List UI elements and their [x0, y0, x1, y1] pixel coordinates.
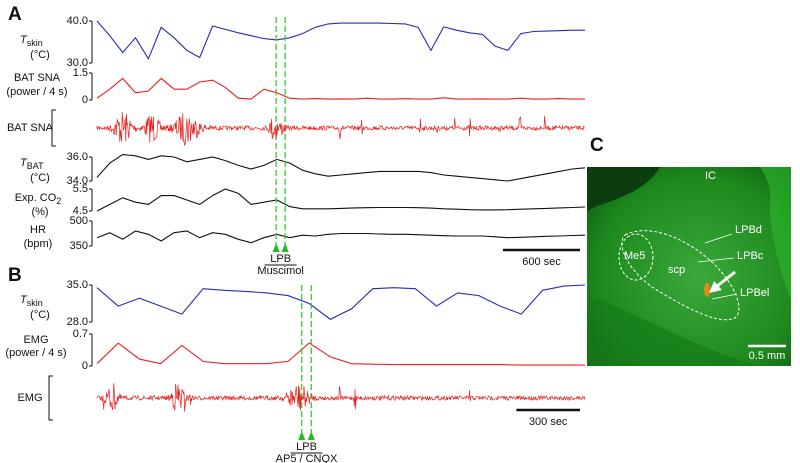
- label-main: Exp. CO: [15, 192, 57, 204]
- y-tick-label: 1.5: [73, 67, 88, 79]
- axis-label: Tskin: [20, 34, 43, 48]
- trace: [96, 188, 586, 212]
- axis-unit: (power / 4 s): [6, 86, 67, 98]
- trace: [96, 284, 586, 320]
- raw-trace: [96, 383, 586, 412]
- scale-label: 600 sec: [522, 256, 561, 268]
- scp-outline: [621, 230, 740, 321]
- label-main: HR: [30, 224, 46, 236]
- event-label: Muscimol: [257, 265, 303, 277]
- trace: [96, 20, 585, 61]
- axis-unit: (°C): [30, 172, 50, 184]
- axis-unit: (°C): [30, 309, 50, 321]
- label-sub: skin: [27, 38, 43, 48]
- bracket: [48, 375, 53, 421]
- y-tick-label: 40.0: [67, 15, 88, 27]
- bracket: [51, 109, 56, 147]
- dark-region: [587, 300, 760, 366]
- event-marker: [281, 243, 289, 252]
- label-main: EMG: [23, 334, 48, 346]
- label-main: BAT SNA: [14, 72, 61, 84]
- raw-label: BAT SNA: [7, 122, 54, 134]
- y-tick-label: 350: [70, 240, 88, 252]
- y-tick-label: 35.0: [67, 279, 88, 291]
- arrow: [715, 270, 736, 289]
- axis-label: BAT SNA: [14, 72, 61, 84]
- label-sub: BAT: [27, 161, 44, 171]
- axis-unit: (power / 4 s): [5, 347, 66, 359]
- axis-label: TBAT: [20, 157, 44, 171]
- y-tick-label: 28.0: [67, 316, 88, 328]
- label-sub: 2: [56, 196, 61, 206]
- region-label: LPBc: [737, 250, 764, 262]
- axis-label: EMG: [23, 334, 48, 346]
- y-tick-label: 0: [82, 360, 88, 372]
- me5-outline: [618, 233, 654, 281]
- y-tick-label: 34.0: [67, 175, 88, 187]
- pointer: [711, 293, 738, 300]
- label-sub: skin: [27, 298, 43, 308]
- y-tick-label: 4.5: [73, 205, 88, 217]
- bright-region: [760, 167, 791, 300]
- y-tick-label: 5.5: [73, 183, 88, 195]
- region-label: LPBd: [735, 224, 762, 236]
- raw-label: EMG: [17, 392, 42, 404]
- label-main: T: [20, 34, 28, 46]
- histology-image: IC LPBd LPBc LPBel Me5 scp 0.5 mm: [587, 167, 791, 366]
- axis-unit: (bpm): [24, 238, 53, 250]
- panel-label: C: [590, 135, 604, 156]
- event-label: LPB: [270, 253, 291, 265]
- event-marker: [307, 431, 315, 440]
- arrow-head: [709, 281, 722, 293]
- scale-label: 300 sec: [529, 416, 568, 428]
- region-label: scp: [668, 264, 685, 276]
- injection-site: [704, 283, 710, 297]
- y-tick-label: 500: [70, 215, 88, 227]
- panel-label: B: [8, 265, 22, 286]
- dark-region: [587, 167, 660, 212]
- y-tick-label: 0: [82, 94, 88, 106]
- trace: [96, 77, 585, 100]
- event-label: LPB: [296, 441, 317, 453]
- axis-label: Tskin: [20, 294, 43, 308]
- panel-label: A: [8, 4, 22, 25]
- y-tick-label: 30.0: [67, 57, 88, 69]
- trace: [96, 230, 586, 244]
- label-main: T: [20, 294, 28, 306]
- axis-label: HR: [30, 224, 46, 236]
- event-label: AP5 / CNQX: [276, 453, 338, 463]
- event-marker: [272, 243, 280, 252]
- event-marker: [298, 431, 306, 440]
- trace: [96, 154, 586, 182]
- axis-unit: (°C): [30, 49, 50, 61]
- region-label: Me5: [624, 250, 645, 262]
- raw-trace: [96, 112, 585, 147]
- pointer: [704, 233, 733, 244]
- axis-label: Exp. CO2: [15, 192, 62, 206]
- trace: [96, 342, 585, 366]
- scale-label: 0.5 mm: [749, 350, 786, 362]
- axis-unit: (%): [31, 206, 48, 218]
- y-tick-label: 0.7: [73, 328, 88, 340]
- region-label: LPBel: [740, 287, 769, 299]
- region-label: IC: [705, 170, 716, 182]
- label-main: T: [20, 157, 28, 169]
- y-tick-label: 36.0: [67, 151, 88, 163]
- pointer: [697, 257, 735, 263]
